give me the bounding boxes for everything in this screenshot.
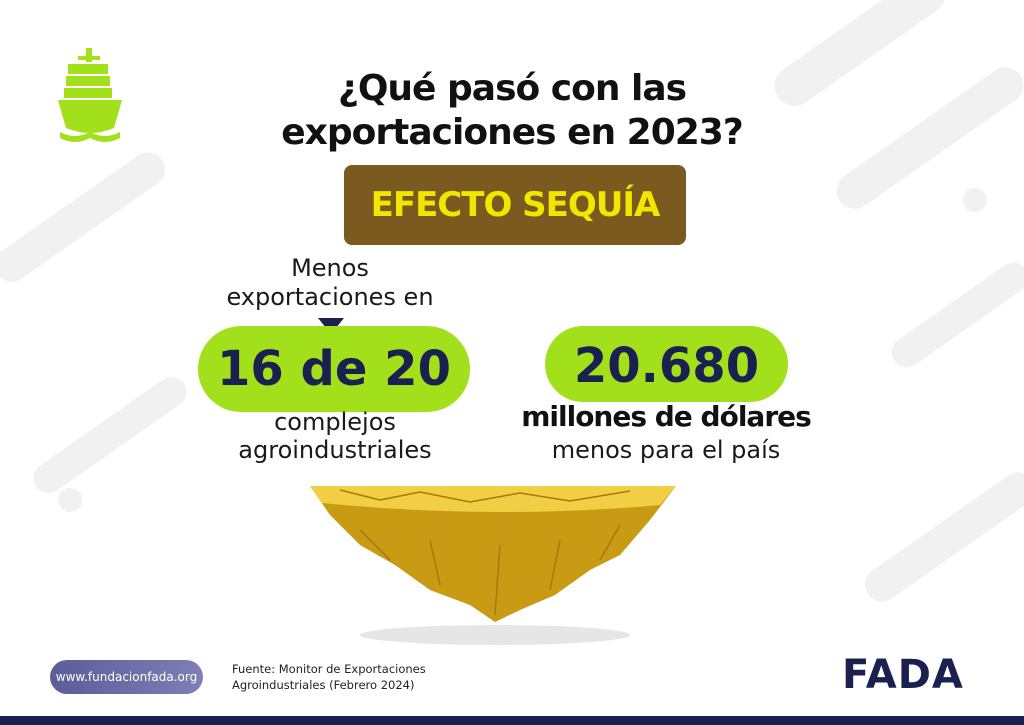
right-below-bold: millones de dólares <box>521 400 812 433</box>
banner: EFECTO SEQUÍA <box>344 165 686 245</box>
right-below: menos para el país <box>551 436 781 464</box>
left-below: complejos <box>274 408 396 436</box>
url[interactable]: www.fundacionfada.org <box>50 660 203 694</box>
source: Agroindustriales (Febrero 2024) <box>232 678 415 692</box>
cracked-earth <box>310 486 676 622</box>
left-above: Menos <box>291 254 369 282</box>
left-highlight: 16 de 20 <box>198 326 470 412</box>
source: Fuente: Monitor de Exportaciones <box>232 662 426 676</box>
shadow <box>360 625 630 645</box>
bottom-bar <box>0 716 1024 725</box>
ship-icon <box>58 48 122 142</box>
title-line: ¿Qué pasó con las <box>337 68 687 109</box>
logo: FADA <box>842 652 964 698</box>
title-line: exportaciones en 2023? <box>281 112 743 153</box>
background-stripes <box>0 0 1024 602</box>
right-highlight: 20.680 <box>545 326 788 402</box>
left-below: agroindustriales <box>238 436 432 464</box>
left-above: exportaciones en <box>226 283 434 311</box>
